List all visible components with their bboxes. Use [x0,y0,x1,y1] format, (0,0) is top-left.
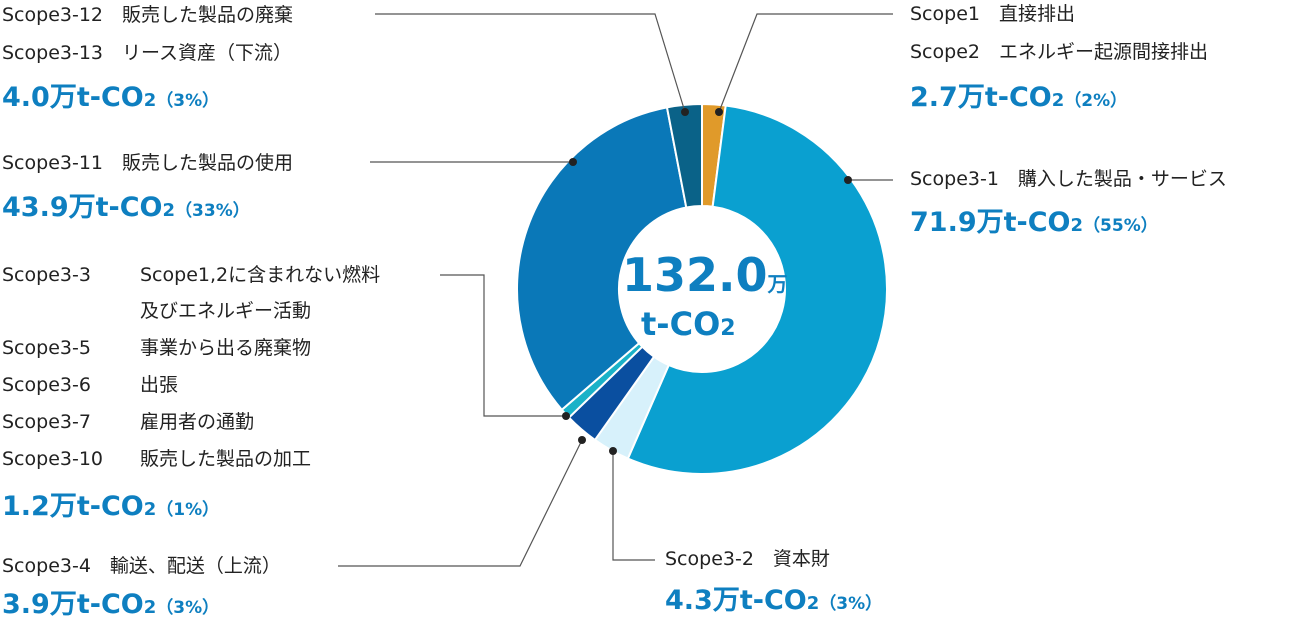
leader-scope3-12 [375,13,686,113]
slice-scope3-11 [516,106,688,412]
center-unit-label: t-CO2 [641,305,736,343]
value-scope3-4: 3.9万t-CO2（3%） [2,590,219,623]
center-unit-text: t-CO [641,305,721,343]
leader-scope1-2-dot [715,108,723,116]
label-scope3-3-desc1: Scope1,2に含まれない燃料 [140,264,381,286]
label-scope3-1: Scope3-1 購入した製品・サービス [910,168,1227,190]
label-scope3-12: Scope3-12 販売した製品の廃棄 [2,4,294,26]
label-scope3-7-code: Scope3-7 [2,411,91,433]
leader-scope3-12-dot [681,108,689,116]
value-scope3-2-sub: 2 [806,593,820,614]
label-scope3-10-code: Scope3-10 [2,448,104,470]
leader-scope1-2 [718,13,893,113]
label-scope3-6-code: Scope3-6 [2,374,91,396]
leader-scope3-1-dot [844,176,852,184]
value-scope3-11-text: 43.9万t-CO [2,192,163,223]
label-scope3-10-desc: 販売した製品の加工 [140,448,312,470]
value-scope3-3-text: 1.2万t-CO [2,491,144,522]
value-scope3-4-text: 3.9万t-CO [2,589,144,620]
value-scope3-3: 1.2万t-CO2（1%） [2,492,219,525]
value-scope3-12-pct: （3%） [156,91,220,111]
value-scope3-2-pct: （3%） [819,594,883,614]
slice-scope3-1 [626,104,888,475]
leader-scope3-3-dot [562,412,570,420]
center-total-value: 132.0 [622,248,768,302]
donut-slices [516,102,888,475]
label-scope3-11: Scope3-11 販売した製品の使用 [2,152,294,174]
value-scope3-12-text: 4.0万t-CO [2,82,144,113]
center-total-unit: 万 [767,272,788,296]
label-scope3-7-desc: 雇用者の通勤 [140,411,255,433]
value-scope3-1-pct: （55%） [1083,216,1158,236]
value-scope3-11-sub: 2 [162,200,176,221]
leader-lines [338,13,893,567]
leader-scope3-11-dot [569,158,577,166]
leader-scope3-2 [612,451,655,561]
center-unit-subscript: 2 [720,316,736,341]
value-scope3-4-sub: 2 [143,597,157,618]
label-scope3-5-desc: 事業から出る廃棄物 [140,337,312,359]
value-scope3-1-text: 71.9万t-CO [910,207,1071,238]
leader-scope3-4-dot [578,436,586,444]
label-scope1-line1: Scope1 直接排出 [910,3,1075,25]
value-scope3-11-pct: （33%） [175,201,250,221]
value-scope3-3-sub: 2 [143,499,157,520]
label-scope3-4: Scope3-4 輸送、配送（上流） [2,555,281,577]
value-scope3-2: 4.3万t-CO2（3%） [665,586,882,619]
value-scope1-text: 2.7万t-CO [910,82,1052,113]
value-scope3-12-sub: 2 [143,90,157,111]
label-scope3-5-code: Scope3-5 [2,337,91,359]
value-scope3-1: 71.9万t-CO2（55%） [910,208,1158,241]
value-scope3-2-text: 4.3万t-CO [665,585,807,616]
value-scope3-3-pct: （1%） [156,500,220,520]
label-scope1-line2: Scope2 エネルギー起源間接排出 [910,41,1208,63]
value-scope3-4-pct: （3%） [156,598,220,618]
leader-scope3-4 [338,439,583,567]
center-total: 132.0万 [622,248,788,302]
value-scope3-12: 4.0万t-CO2（3%） [2,83,219,116]
leader-scope3-3 [440,274,566,417]
label-scope3-3-code: Scope3-3 [2,264,91,286]
label-scope3-13: Scope3-13 リース資産（下流） [2,42,293,64]
label-scope3-2: Scope3-2 資本財 [665,548,830,570]
value-scope1: 2.7万t-CO2（2%） [910,83,1127,116]
value-scope3-11: 43.9万t-CO2（33%） [2,193,250,226]
value-scope1-pct: （2%） [1064,91,1128,111]
slice-scope3-12 [665,102,703,209]
label-scope3-3-desc2: 及びエネルギー活動 [140,300,312,322]
value-scope3-1-sub: 2 [1070,215,1084,236]
leader-scope3-2-dot [609,447,617,455]
label-scope3-6-desc: 出張 [140,374,179,396]
value-scope1-sub: 2 [1051,90,1065,111]
